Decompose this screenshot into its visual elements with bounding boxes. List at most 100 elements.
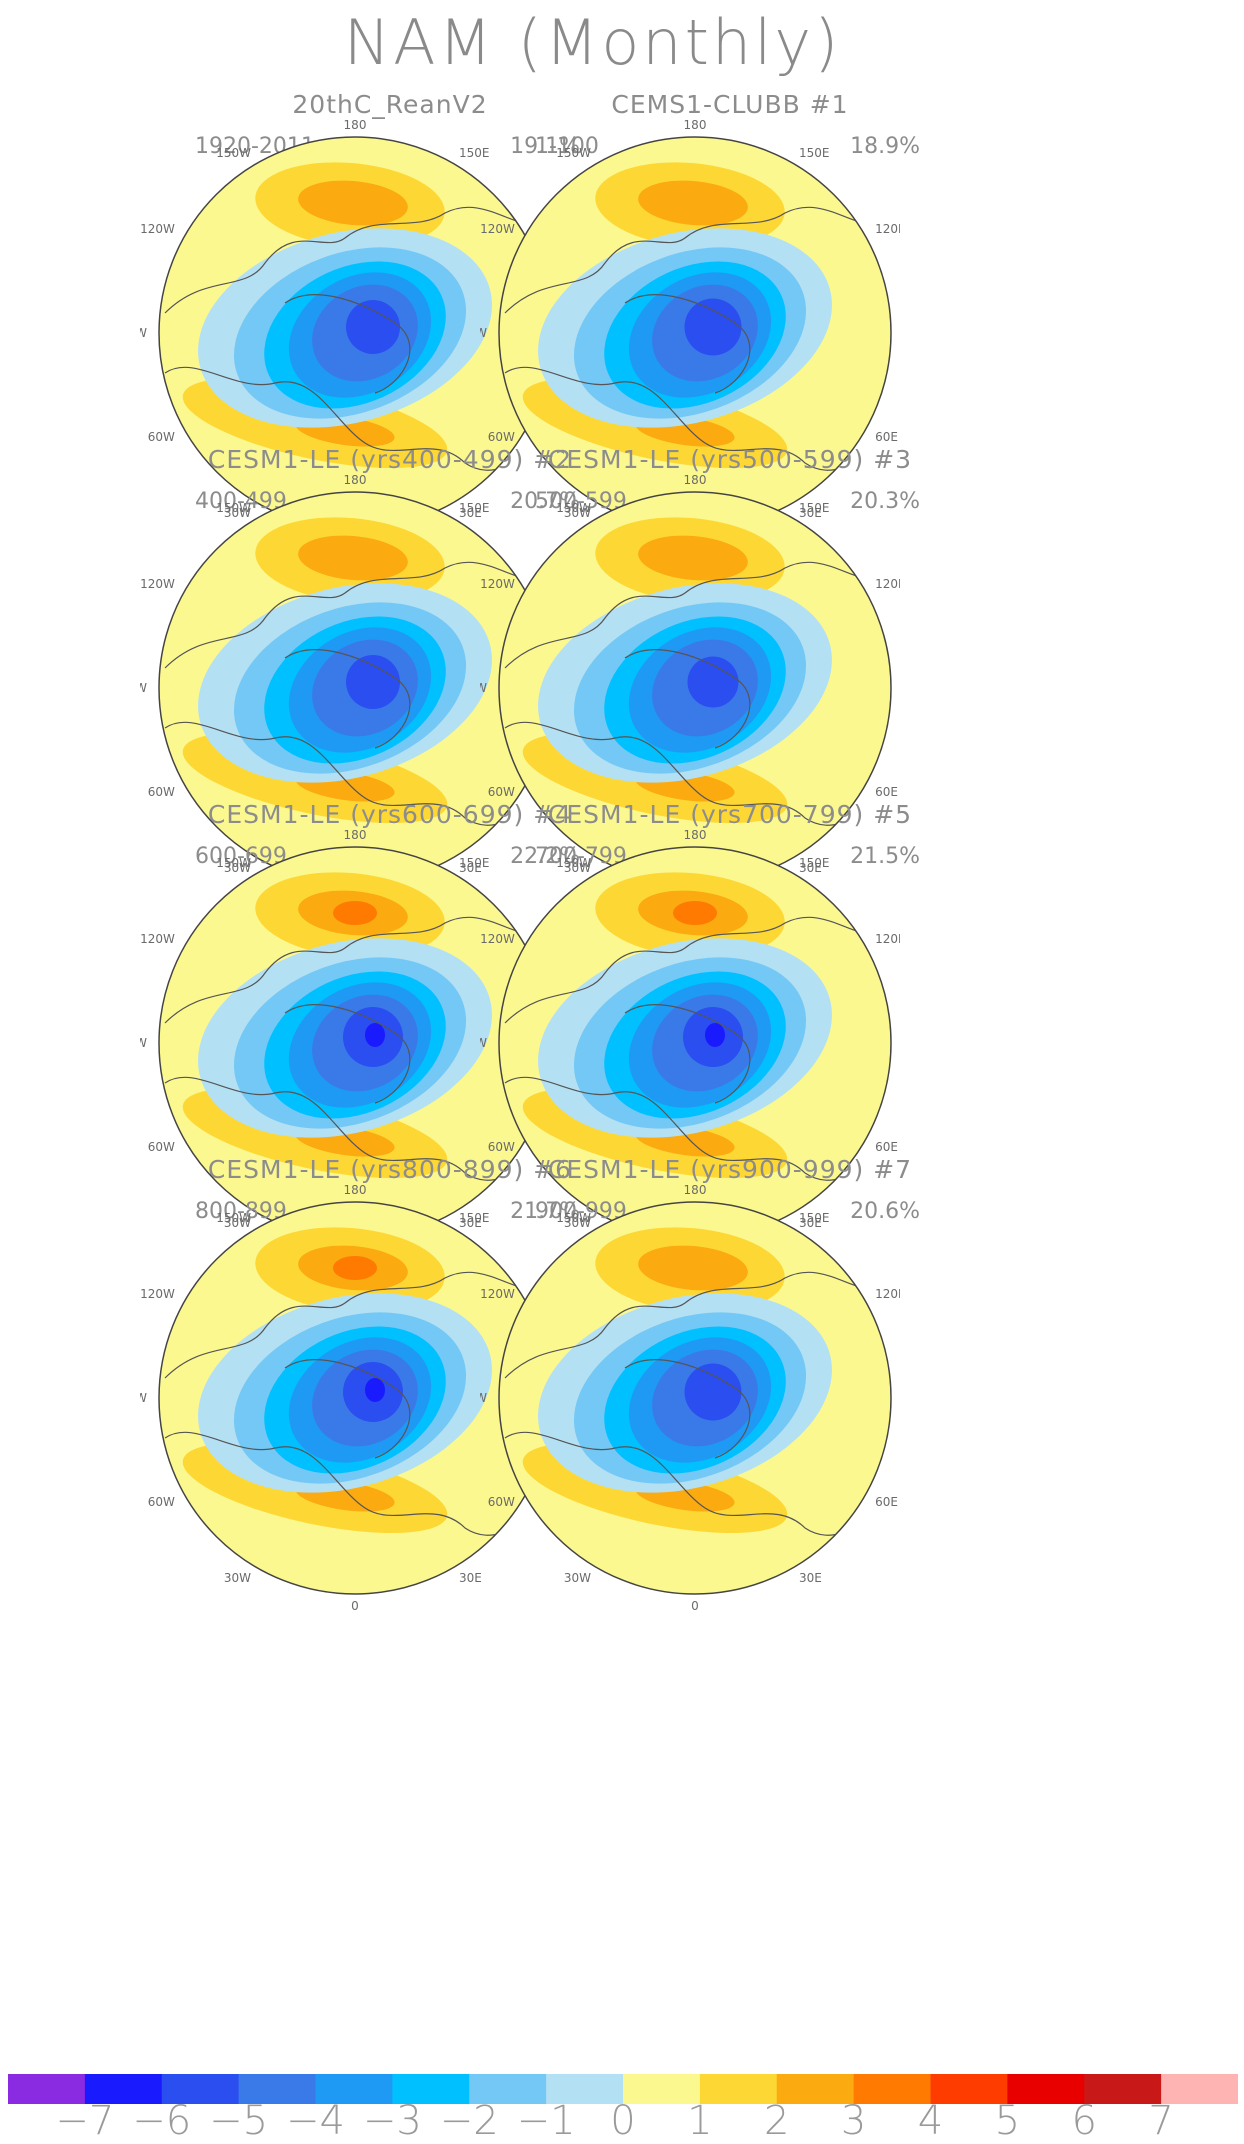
longitude-label: 0 bbox=[691, 1599, 699, 1613]
longitude-label: 180 bbox=[684, 1183, 707, 1197]
longitude-label: 30W bbox=[224, 1216, 251, 1230]
longitude-label: 150E bbox=[459, 856, 490, 870]
longitude-label: 90W bbox=[480, 1036, 487, 1050]
longitude-label: 60W bbox=[488, 430, 515, 444]
longitude-label: 150E bbox=[459, 146, 490, 160]
longitude-label: 180 bbox=[344, 828, 367, 842]
longitude-label: 30W bbox=[224, 1571, 251, 1585]
longitude-label: 120E bbox=[875, 932, 900, 946]
map-panel: CESM1-LE (yrs400-499) #2 400-499 20.7% 180 1… bbox=[140, 445, 640, 915]
colorbar-label: 0 bbox=[610, 2098, 636, 2144]
longitude-label: 150W bbox=[216, 501, 251, 515]
longitude-label: 90W bbox=[140, 326, 147, 340]
colorbar-svg bbox=[8, 2074, 1239, 2104]
longitude-label: 150E bbox=[459, 501, 490, 515]
polar-map: 180150E120E90E60E30E030W60W90W120W150W bbox=[480, 118, 900, 548]
longitude-label: 150E bbox=[459, 1211, 490, 1225]
longitude-label: 150W bbox=[556, 501, 591, 515]
colorbar-label: 1 bbox=[687, 2098, 713, 2144]
arctic-negative-peak bbox=[365, 1378, 385, 1402]
variance-percent: 21.5% bbox=[850, 844, 920, 869]
longitude-label: 150E bbox=[799, 856, 830, 870]
variance-percent: 20.7% bbox=[510, 489, 580, 514]
pacific-positive-core bbox=[298, 180, 408, 226]
longitude-label: 60W bbox=[148, 785, 175, 799]
panel-title: CESM1-LE (yrs400-499) #2 bbox=[207, 445, 573, 474]
colorbar-label: 6 bbox=[1071, 2098, 1097, 2144]
map-panel: CEMS1-CLUBB #11-10018.9%180150E120E90E60… bbox=[480, 90, 980, 560]
longitude-label: 150W bbox=[556, 1211, 591, 1225]
coastline bbox=[164, 561, 546, 829]
colorbar-swatch bbox=[699, 2074, 778, 2104]
polar-map: 180150E120E90E60E30E030W60W90W120W150W bbox=[140, 118, 560, 548]
colorbar-swatch bbox=[1007, 2074, 1085, 2104]
longitude-label: 150W bbox=[556, 146, 591, 160]
arctic-negative-core bbox=[346, 300, 400, 354]
longitude-label: 120W bbox=[140, 222, 175, 236]
panel-title: CEMS1-CLUBB #1 bbox=[611, 90, 849, 119]
colorbar-label: 3 bbox=[840, 2098, 867, 2144]
longitude-label: 30W bbox=[224, 506, 251, 520]
arctic-negative-core bbox=[684, 298, 742, 356]
longitude-label: 60E bbox=[875, 1140, 898, 1154]
colorbar-label: −1 bbox=[516, 2098, 576, 2144]
pacific-positive-core bbox=[638, 180, 748, 226]
pacific-positive-peak bbox=[333, 1256, 377, 1280]
colorbar-swatch bbox=[1084, 2074, 1162, 2104]
longitude-label: 0 bbox=[351, 1599, 359, 1613]
polar-map: 180150E120E90E60E30E030W60W90W120W150W bbox=[140, 1183, 560, 1613]
colorbar-swatch bbox=[469, 2074, 547, 2104]
longitude-label: 30E bbox=[459, 861, 482, 875]
longitude-label: 180 bbox=[684, 828, 707, 842]
pacific-positive-peak bbox=[673, 901, 717, 925]
map-panel: CESM1-LE (yrs900-999) #7 900-999 20.6% 180 1… bbox=[480, 1155, 980, 1625]
arctic-negative-core bbox=[687, 656, 739, 708]
longitude-label: 90W bbox=[140, 1036, 147, 1050]
polar-map: 180150E120E90E60E30E030W60W90W120W150W bbox=[480, 828, 900, 1258]
longitude-label: 60E bbox=[875, 430, 898, 444]
longitude-label: 90W bbox=[140, 681, 147, 695]
arctic-negative-peak bbox=[365, 1023, 385, 1047]
longitude-label: 30W bbox=[564, 861, 591, 875]
longitude-label: 150E bbox=[799, 146, 830, 160]
map-panel: CESM1-LE (yrs700-799) #5 700-799 21.5% 180 1… bbox=[480, 800, 980, 1270]
map-panel: 20thC_ReanV21920-201119.1%180150E120E90E… bbox=[140, 90, 640, 560]
longitude-label: 120W bbox=[140, 932, 175, 946]
pacific-positive-core bbox=[638, 1245, 748, 1291]
colorbar-swatch bbox=[84, 2074, 163, 2104]
colorbar-label: 2 bbox=[764, 2098, 790, 2144]
longitude-label: 120E bbox=[875, 577, 900, 591]
longitude-label: 120W bbox=[480, 577, 515, 591]
longitude-label: 90W bbox=[480, 1391, 487, 1405]
pacific-positive-core bbox=[298, 535, 408, 581]
longitude-label: 150W bbox=[216, 146, 251, 160]
colorbar-label: −3 bbox=[362, 2098, 422, 2144]
longitude-label: 90W bbox=[480, 681, 487, 695]
colorbar-swatch bbox=[853, 2074, 931, 2104]
arctic-negative-core bbox=[684, 1363, 742, 1421]
map-border bbox=[498, 1201, 892, 1595]
colorbar-swatch bbox=[776, 2074, 855, 2104]
longitude-label: 120W bbox=[480, 1287, 515, 1301]
longitude-label: 150E bbox=[799, 1211, 830, 1225]
panel-title: 20thC_ReanV2 bbox=[292, 90, 488, 119]
longitude-label: 120W bbox=[480, 932, 515, 946]
longitude-label: 60W bbox=[488, 1495, 515, 1509]
colorbar-label: 5 bbox=[994, 2098, 1021, 2144]
longitude-label: 30E bbox=[459, 506, 482, 520]
colorbar-label: −4 bbox=[286, 2098, 345, 2144]
arctic-negative-core bbox=[346, 655, 400, 709]
variance-percent: 21.7% bbox=[510, 1199, 580, 1224]
colorbar-label: −7 bbox=[55, 2098, 115, 2144]
longitude-label: 120W bbox=[140, 577, 175, 591]
colorbar-swatch bbox=[238, 2074, 316, 2104]
colorbar-swatch bbox=[161, 2074, 240, 2104]
colorbar-swatch bbox=[623, 2074, 701, 2104]
longitude-label: 90W bbox=[480, 326, 487, 340]
coastline bbox=[164, 1271, 546, 1539]
colorbar-swatch bbox=[315, 2074, 393, 2104]
longitude-label: 30E bbox=[799, 861, 822, 875]
pacific-positive-peak bbox=[333, 901, 377, 925]
page-title: NAM (Monthly) bbox=[343, 6, 842, 79]
longitude-label: 120E bbox=[875, 1287, 900, 1301]
